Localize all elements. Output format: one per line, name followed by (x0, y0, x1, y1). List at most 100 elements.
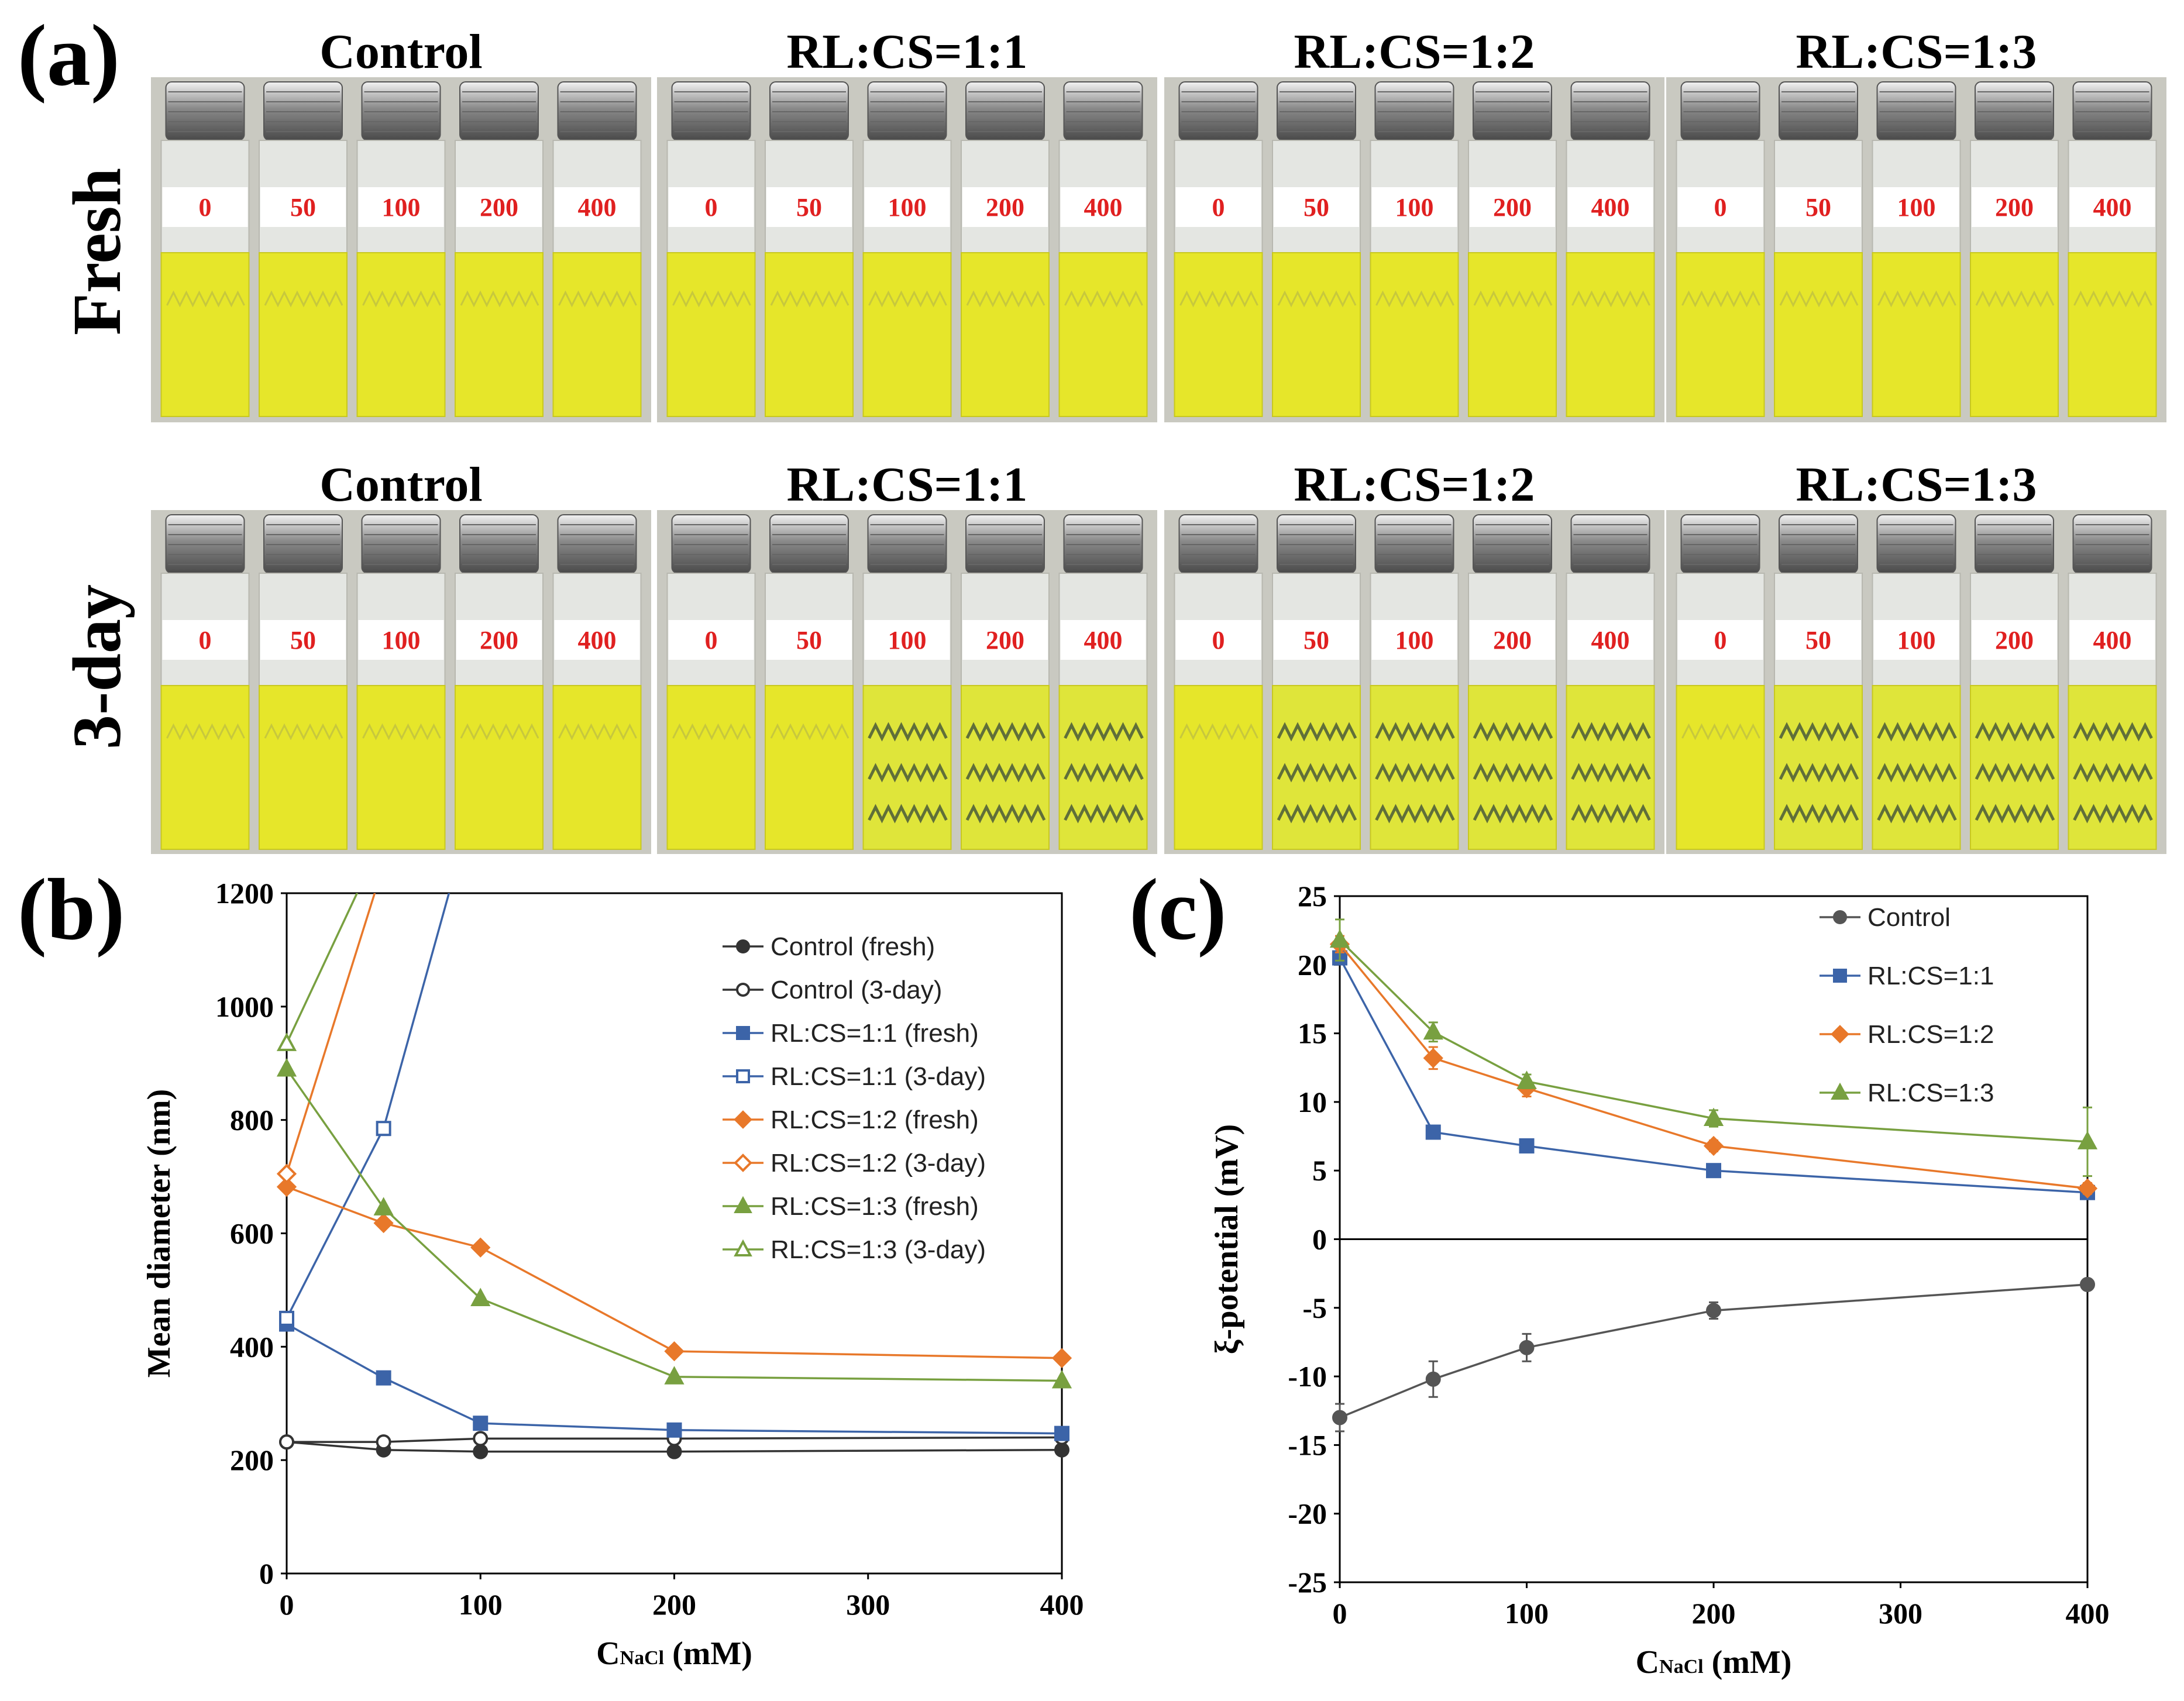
y-tick-label: 200 (230, 1444, 274, 1476)
y-tick-label: -15 (1288, 1428, 1327, 1461)
background-pattern (1375, 722, 1455, 742)
vial-label-background (1776, 187, 1861, 227)
background-pattern (1877, 763, 1957, 783)
photo-rl-cs-1-2-3-day: 0 50 100 200 400 (1164, 510, 1664, 854)
vial-liquid (2068, 252, 2157, 417)
vial-label-background (864, 620, 950, 660)
vial-liquid (356, 685, 446, 850)
vial-400: 400 (552, 514, 642, 850)
vial-liquid (1676, 685, 1765, 850)
y-axis-title: Mean diameter (nm) (141, 1089, 177, 1378)
x-axis-title: CNaCl (mM) (596, 1635, 752, 1672)
background-pattern (1779, 290, 1859, 308)
legend-item-rl-cs-1-3-fresh: RL:CS=1:3 (fresh) (723, 1192, 979, 1221)
legend-label: RL:CS=1:2 (3-day) (771, 1149, 986, 1177)
vial-50: 50 (1774, 81, 1863, 417)
series-rl-cs-1-1-fresh (279, 1316, 1069, 1441)
data-point (1519, 1340, 1535, 1355)
background-pattern (264, 290, 343, 308)
vial-100: 100 (1370, 514, 1459, 850)
background-pattern (1571, 290, 1650, 308)
x-tick-label: 100 (1505, 1597, 1549, 1630)
legend-label: Control (1867, 903, 1951, 932)
vial-0: 0 (1676, 81, 1765, 417)
background-pattern (264, 723, 343, 741)
vial-label: 400 (578, 193, 617, 222)
background-pattern (1277, 290, 1357, 308)
series-rl-cs-1-2-fresh (276, 1176, 1072, 1368)
vial-200: 200 (455, 514, 544, 850)
legend-item-control: Control (1820, 903, 1951, 932)
data-point (1051, 1348, 1072, 1368)
background-pattern (1975, 290, 2055, 308)
legend-label: RL:CS=1:2 (fresh) (771, 1106, 979, 1134)
vial-label: 0 (1212, 193, 1225, 222)
vial-liquid (666, 685, 756, 850)
data-point (2080, 1276, 2095, 1292)
photo-rl-cs-1-1-3-day: 0 50 100 200 400 (657, 510, 1157, 854)
vial-label: 200 (1493, 626, 1532, 655)
background-pattern (1975, 763, 2055, 783)
x-tick-label: 0 (280, 1588, 294, 1621)
legend-item-rl-cs-1-1-3-day: RL:CS=1:1 (3-day) (723, 1062, 986, 1091)
vial-label-background (1567, 620, 1653, 660)
x-tick-label: 200 (1692, 1597, 1736, 1630)
data-point (473, 1444, 489, 1459)
vial-label-background (1371, 620, 1457, 660)
y-tick-label: 0 (259, 1557, 274, 1590)
vial-liquid (1872, 252, 1961, 417)
series-line (1339, 957, 2088, 1194)
series-rl-cs-1-3 (1329, 918, 2098, 1177)
vial-liquid (1174, 685, 1263, 850)
data-point (1831, 1025, 1849, 1044)
y-tick-label: 25 (1298, 880, 1327, 913)
vial-label: 50 (1805, 193, 1831, 222)
vial-label: 200 (1493, 193, 1532, 222)
background-pattern (1375, 804, 1455, 824)
vial-label-background (1175, 620, 1261, 660)
vial-label-background (1060, 620, 1146, 660)
vial-50: 50 (1774, 514, 1863, 850)
legend-item-rl-cs-1-1: RL:CS=1:1 (1820, 962, 1994, 990)
vial-200: 200 (1468, 81, 1557, 417)
y-tick-label: 20 (1298, 948, 1327, 981)
data-point (376, 1121, 391, 1137)
photo-rl-cs-1-3-3-day: 0 50 100 200 400 (1666, 510, 2166, 854)
vial-label-background (1567, 187, 1653, 227)
panel-a-letter: (a) (18, 7, 120, 104)
row-label-fresh: Fresh (59, 168, 135, 335)
x-tick-label: 400 (1040, 1588, 1084, 1621)
vial-label: 200 (1995, 193, 2034, 222)
vial-label: 50 (796, 193, 822, 222)
vial-400: 400 (1566, 514, 1655, 850)
panel-a-photo-grid: (a) Fresh 3-day 0 50 100 200 400 Control 0 50 100 20… (18, 7, 2166, 854)
vial-label-background (668, 187, 754, 227)
series-rl-cs-1-1-3-day (279, 893, 450, 1326)
vial-label: 400 (1084, 193, 1123, 222)
vial-liquid (1468, 252, 1557, 417)
vial-label: 200 (986, 626, 1024, 655)
vial-label: 100 (1395, 626, 1434, 655)
y-tick-label: 15 (1298, 1017, 1327, 1050)
vial-0: 0 (160, 514, 250, 850)
background-pattern (672, 290, 751, 308)
vial-400: 400 (552, 81, 642, 417)
data-point (375, 856, 392, 873)
vial-label: 100 (382, 626, 421, 655)
group-title-rl-cs-1-1: RL:CS=1:1 (787, 457, 1028, 512)
data-point (1706, 1303, 1721, 1318)
legend-item-control-fresh: Control (fresh) (723, 932, 935, 961)
legend-item-control-3-day: Control (3-day) (723, 976, 942, 1004)
legend-label: RL:CS=1:3 (fresh) (771, 1192, 979, 1221)
background-pattern (1877, 290, 1956, 308)
data-point (1703, 1135, 1724, 1156)
background-pattern (1473, 804, 1553, 824)
background-pattern (1179, 290, 1258, 308)
legend-item-rl-cs-1-1-fresh: RL:CS=1:1 (fresh) (723, 1019, 979, 1048)
vial-label-background (1060, 187, 1146, 227)
vial-liquid (1174, 252, 1263, 417)
background-pattern (1877, 722, 1957, 742)
x-axis-title: CNaCl (mM) (1636, 1644, 1792, 1681)
background-pattern (1064, 290, 1143, 308)
group-title-rl-cs-1-3: RL:CS=1:3 (1796, 25, 2037, 79)
